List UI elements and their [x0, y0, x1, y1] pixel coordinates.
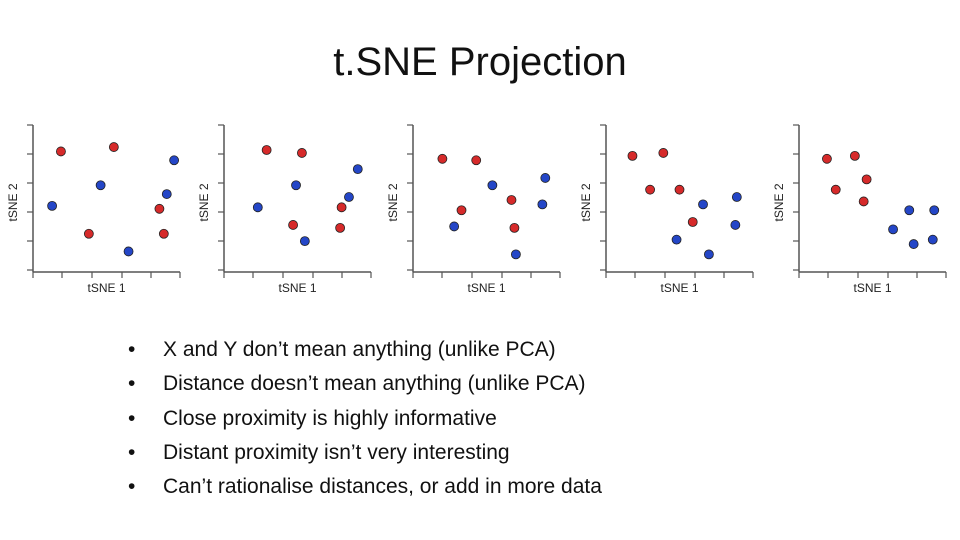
y-axis-label: tSNE 2	[772, 183, 786, 221]
red-point	[658, 148, 669, 158]
x-axis-label: tSNE 1	[660, 281, 698, 295]
tsne-plot-3-svg: tSNE 1 tSNE 2	[386, 124, 561, 295]
blue-point	[352, 164, 363, 174]
blue-point	[927, 234, 938, 245]
blue-point	[487, 180, 498, 191]
tsne-plot-4: tSNE 1 tSNE 2	[578, 120, 754, 310]
x-axis-label: tSNE 1	[87, 281, 125, 295]
blue-point	[123, 246, 134, 257]
bullet-text: Distance doesn’t mean anything (unlike P…	[163, 372, 586, 396]
tsne-plot-2-svg: tSNE 1 tSNE 2	[197, 124, 372, 295]
red-point	[158, 228, 169, 239]
blue-point	[47, 200, 58, 211]
blue-point	[671, 234, 682, 245]
bullet-text: X and Y don’t mean anything (unlike PCA)	[163, 338, 556, 361]
blue-point	[540, 173, 551, 183]
red-point	[297, 148, 307, 158]
red-point	[154, 203, 165, 214]
red-point	[858, 196, 869, 207]
tsne-plot-3: tSNE 1 tSNE 2	[385, 120, 561, 310]
slide-title: t.SNE Projection	[333, 40, 627, 84]
bullet-item: • Distance doesn’t mean anything (unlike …	[128, 367, 602, 401]
red-point	[456, 205, 467, 216]
red-point	[861, 174, 872, 185]
red-point	[261, 145, 272, 155]
y-axis-label: tSNE 2	[6, 183, 20, 221]
bullet-item: • Can’t rationalise distances, or add in …	[128, 470, 602, 504]
red-point	[83, 228, 94, 239]
bullet-glyph: •	[128, 338, 136, 361]
tsne-plot-4-svg: tSNE 1 tSNE 2	[579, 124, 754, 295]
blue-point	[291, 180, 301, 191]
tsne-plot-1: tSNE 1 tSNE 2	[5, 120, 181, 310]
bullet-item: • X and Y don’t mean anything (unlike PCA…	[128, 333, 602, 367]
blue-point	[299, 236, 310, 247]
red-point	[849, 150, 860, 161]
blue-point	[908, 239, 919, 249]
blue-point	[731, 192, 742, 202]
blue-point	[904, 205, 915, 216]
red-point	[108, 142, 119, 152]
bullet-glyph: •	[128, 475, 136, 499]
red-point	[471, 155, 482, 166]
blue-point	[344, 192, 354, 202]
red-point	[506, 195, 517, 205]
blue-point	[929, 205, 940, 216]
x-axis-label: tSNE 1	[853, 281, 891, 295]
tsne-plot-1-svg: tSNE 1 tSNE 2	[6, 124, 181, 295]
red-point	[509, 223, 520, 233]
tsne-plot-5: tSNE 1 tSNE 2	[771, 120, 947, 310]
red-point	[674, 184, 685, 195]
red-point	[645, 184, 655, 195]
red-point	[56, 146, 66, 157]
red-point	[687, 217, 698, 227]
tsne-plot-2: tSNE 1 tSNE 2	[196, 120, 372, 310]
blue-point	[510, 249, 521, 260]
red-point	[627, 150, 638, 161]
blue-point	[703, 249, 714, 260]
blue-point	[730, 220, 741, 230]
y-axis-label: tSNE 2	[197, 183, 211, 221]
blue-point	[161, 189, 172, 199]
bullet-item: • Distant proximity isn’t very interestin…	[128, 436, 602, 470]
blue-point	[169, 155, 180, 166]
x-axis-label: tSNE 1	[467, 281, 505, 295]
blue-point	[449, 221, 460, 232]
blue-point	[698, 199, 708, 210]
red-point	[437, 153, 448, 164]
x-axis-label: tSNE 1	[278, 281, 316, 295]
red-point	[336, 202, 347, 213]
bullet-item: • Close proximity is highly informative	[128, 402, 602, 436]
y-axis-label: tSNE 2	[579, 183, 593, 221]
blue-point	[888, 224, 898, 235]
red-point	[830, 184, 841, 195]
bullet-text: Distant proximity isn’t very interesting	[163, 440, 510, 464]
blue-point	[252, 202, 263, 213]
bullet-list: • X and Y don’t mean anything (unlike PCA…	[128, 333, 602, 504]
tsne-plot-5-svg: tSNE 1 tSNE 2	[772, 124, 947, 295]
bullet-text: Close proximity is highly informative	[163, 406, 497, 430]
red-point	[822, 153, 832, 164]
bullet-glyph: •	[128, 406, 136, 430]
blue-point	[537, 199, 548, 210]
blue-point	[95, 180, 106, 191]
bullet-glyph: •	[128, 372, 136, 396]
tsne-panels: tSNE 1 tSNE 2 tSNE 1 tSNE 2 tSNE 1 tSNE 2 t…	[0, 110, 960, 310]
bullet-text: Can’t rationalise distances, or add in m…	[163, 475, 602, 499]
y-axis-label: tSNE 2	[386, 183, 400, 221]
red-point	[288, 220, 298, 230]
bullet-glyph: •	[128, 440, 136, 464]
red-point	[335, 223, 346, 233]
